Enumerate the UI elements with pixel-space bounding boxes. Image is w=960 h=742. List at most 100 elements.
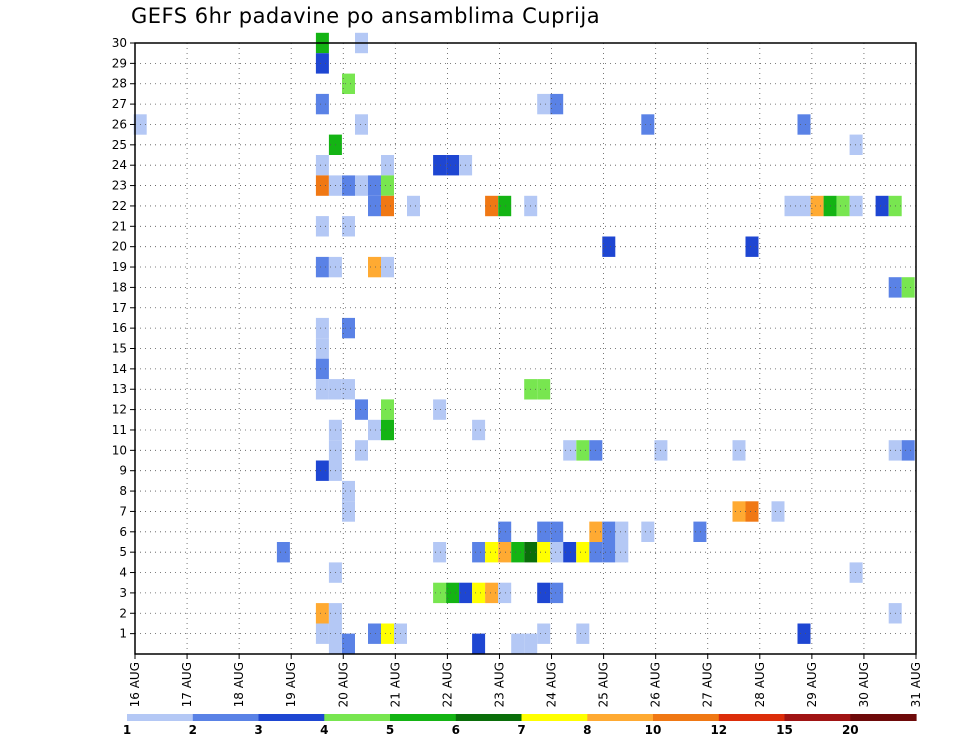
legend-swatch [784,714,851,721]
y-tick-label: 19 [112,260,127,274]
heatmap-cell [550,93,564,115]
heatmap-cell [355,399,368,420]
heatmap-cell [342,175,355,196]
chart-title: GEFS 6hr padavine po ansamblima Cuprija [131,4,601,28]
heatmap-cell [810,195,824,217]
y-tick-label: 15 [112,342,127,356]
x-tick-label: 31 AUG [909,662,923,707]
x-tick-label: 18 AUG [232,662,246,707]
heatmap-cell [368,256,381,278]
heatmap-cell [511,633,525,654]
heatmap-cell [615,542,629,563]
heatmap-cell [901,277,915,298]
legend-label: 5 [386,723,394,737]
y-tick-label: 27 [112,97,127,111]
grid-layer [135,42,916,654]
legend-label: 15 [776,723,793,737]
heatmap-cell [641,521,655,542]
legend-label: 4 [320,723,328,737]
heatmap-cell [485,195,499,217]
legend-swatch [127,714,194,721]
y-tick-label: 1 [119,627,127,641]
heatmap-cell [745,236,759,257]
x-tick-label: 25 AUG [597,662,611,707]
heatmap-cell [315,216,329,237]
legend-label: 20 [842,723,859,737]
heatmap-cell [550,521,564,542]
y-tick-label: 20 [112,240,127,254]
heatmap-cell [407,195,420,217]
y-tick-label: 13 [112,382,127,396]
heatmap-cell [355,114,368,135]
heatmap-cell [342,633,355,654]
heatmap-cell [537,93,551,115]
x-tick-label: 24 AUG [545,662,559,707]
y-tick-label: 26 [112,117,127,131]
heatmap-cell [550,582,564,604]
heatmap-cell [381,419,394,441]
heatmap-cell [328,633,342,654]
heatmap-cell [368,175,381,196]
heatmap-cell [797,195,811,217]
heatmap-cell [446,155,460,176]
x-tick-label: 28 AUG [753,662,767,707]
x-tick-label: 21 AUG [388,662,402,707]
heatmap-cell [875,195,889,217]
heatmap-cell [315,603,329,624]
heatmap-cell [315,256,329,278]
heatmap-cell [381,175,394,196]
heatmap-cell [576,623,590,644]
heatmap-cell [472,542,486,563]
heatmap-cell [524,633,538,654]
y-tick-label: 28 [112,77,127,91]
heatmap-cell [732,501,746,522]
heatmap-cell [732,440,746,461]
x-tick-label: 17 AUG [180,662,194,707]
legend-swatch [718,714,786,721]
y-tick-label: 16 [112,321,127,335]
heatmap-cell [602,542,616,563]
heatmap-cell [537,582,551,604]
legend-swatch [192,714,260,721]
heatmap-cell [276,542,290,563]
y-tick-label: 4 [119,566,127,580]
heatmap-cell [381,195,394,217]
heatmap-cell [797,623,811,644]
y-tick-label: 5 [119,545,127,559]
heatmap-cell [602,521,616,542]
heatmap-cell [615,521,629,542]
legend-label: 2 [189,723,197,737]
heatmap-cell [342,480,355,502]
x-tick-label: 26 AUG [649,662,663,707]
x-axis: 16 AUG 17 AUG 18 AUG 19 AUG 20 AUG 21 AUG 22 A… [128,654,923,707]
heatmap-cell [381,623,394,644]
heatmap-cell [315,53,329,74]
legend-swatch [850,714,917,721]
y-tick-label: 24 [112,158,127,172]
heatmap-cell [797,114,811,135]
y-tick-label: 3 [119,586,127,600]
heatmap-cell [602,236,616,257]
heatmap-cell [342,379,355,400]
heatmap-cell [368,419,381,441]
heatmap-cell [511,542,525,563]
legend-label: 6 [452,723,460,737]
heatmap-cell [641,114,655,135]
heatmap-cell [498,582,512,604]
legend-label: 10 [645,723,662,737]
y-tick-label: 10 [112,443,127,457]
heatmap-cell [485,542,499,563]
y-tick-label: 21 [112,219,127,233]
heatmap-cell [368,195,381,217]
heatmap-cell [315,460,329,481]
legend-label: 12 [710,723,727,737]
y-axis: 1234567891011121314151617181920212223242… [112,36,135,641]
y-tick-label: 14 [112,362,127,376]
heatmap-cell [472,582,486,604]
heatmap-cell [537,379,551,400]
heatmap-cell [771,501,785,522]
heatmap-cell [355,175,368,196]
heatmap-cell [355,440,368,461]
heatmap-cell [849,195,863,217]
legend-swatch [653,714,720,721]
